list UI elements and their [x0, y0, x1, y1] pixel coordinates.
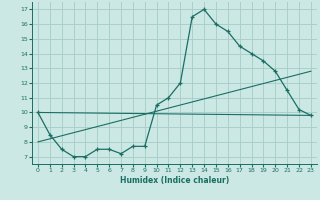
X-axis label: Humidex (Indice chaleur): Humidex (Indice chaleur): [120, 176, 229, 185]
